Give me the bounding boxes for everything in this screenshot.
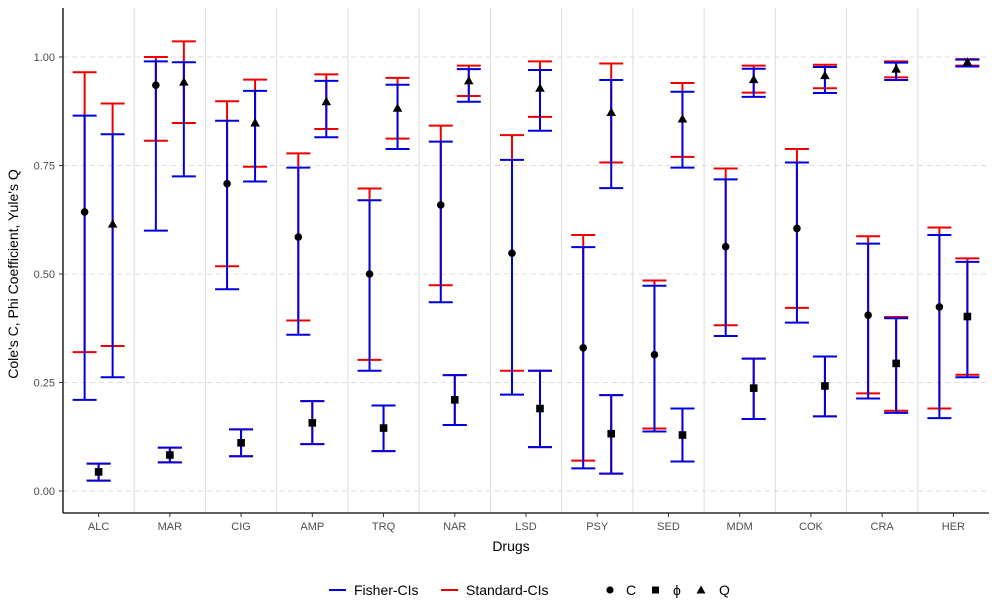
legend-c-marker: [606, 586, 614, 594]
point-Q: [820, 70, 830, 80]
fisher-ci-C: [357, 199, 382, 372]
y-tick-label: 1.00: [34, 52, 55, 64]
point-Q: [392, 103, 403, 112]
fisher-ci-C: [428, 140, 453, 304]
legend: Fisher-CIs Standard-CIs C ϕ Q: [329, 582, 730, 598]
x-tick-label: PSY: [586, 521, 609, 533]
legend-standard-label: Standard-CIs: [466, 582, 548, 598]
point-phi: [963, 312, 972, 321]
point-Q: [250, 117, 260, 127]
point-Q: [179, 77, 189, 86]
legend-fisher-label: Fisher-CIs: [354, 582, 419, 598]
x-tick-label: NAR: [443, 521, 466, 533]
error-bars: [72, 40, 980, 482]
point-Q: [535, 83, 545, 92]
point-Q: [962, 57, 973, 66]
fisher-ci-Q: [528, 69, 552, 132]
x-tick-label: HER: [942, 521, 965, 533]
point-phi: [94, 468, 103, 476]
x-axis-title: Drugs: [492, 538, 529, 554]
point-C: [721, 242, 730, 251]
points: [80, 57, 973, 476]
x-tick-label: AMP: [300, 521, 324, 533]
point-Q: [107, 219, 118, 228]
y-axis-title: Cole's C, Phi Coefficient, Yule's Q: [5, 169, 21, 379]
point-C: [864, 311, 872, 320]
legend-q-marker: [696, 585, 706, 594]
point-Q: [321, 96, 332, 106]
point-C: [935, 303, 944, 311]
fisher-ci-C: [713, 178, 738, 338]
point-C: [650, 350, 659, 359]
point-C: [223, 179, 231, 188]
fisher-ci-Q: [456, 68, 481, 103]
fisher-ci-Q: [243, 89, 268, 183]
point-C: [436, 201, 445, 209]
x-tick-label: ALC: [88, 521, 109, 533]
point-phi: [166, 451, 174, 459]
x-tick-label: COK: [799, 521, 824, 533]
point-phi: [308, 419, 317, 427]
legend-phi-marker: [652, 586, 659, 594]
fisher-ci-C: [215, 119, 240, 291]
point-C: [152, 81, 160, 90]
x-tick-label: SED: [657, 521, 680, 533]
y-tick-label: 0.50: [34, 269, 55, 281]
fisher-ci-C: [500, 158, 524, 396]
fisher-ci-C: [856, 242, 881, 400]
point-Q: [891, 64, 901, 73]
fisher-ci-C: [286, 166, 311, 336]
point-C: [80, 208, 89, 216]
point-Q: [677, 114, 688, 123]
point-phi: [749, 384, 758, 392]
fisher-ci-C: [72, 114, 97, 401]
point-C: [579, 343, 588, 352]
point-C: [294, 233, 303, 241]
y-tick-label: 0.00: [34, 486, 55, 498]
grid: [63, 8, 989, 513]
fisher-ci-C: [642, 284, 667, 433]
x-tick-label: MDM: [727, 521, 753, 533]
point-Q: [606, 107, 617, 117]
x-tick-label: LSD: [515, 521, 536, 533]
x-tick-label: CRA: [871, 521, 895, 533]
legend-q-label: Q: [719, 582, 730, 598]
point-phi: [821, 382, 829, 390]
point-Q: [748, 74, 759, 84]
axes: [62, 8, 989, 514]
point-phi: [678, 431, 687, 439]
fisher-ci-C: [143, 60, 168, 232]
y-ticks: 0.00 0.25 0.50 0.75 1.00: [34, 52, 63, 498]
x-tick-label: MAR: [158, 521, 183, 533]
fisher-ci-C: [571, 246, 596, 470]
x-tick-label: CIG: [231, 521, 251, 533]
point-phi: [892, 359, 900, 368]
y-tick-label: 0.75: [34, 161, 55, 173]
point-phi: [237, 439, 245, 447]
point-phi: [450, 396, 459, 404]
fisher-ci-C: [784, 161, 809, 324]
legend-c-label: C: [626, 582, 636, 598]
point-C: [365, 270, 374, 278]
point-C: [793, 224, 801, 233]
fisher-ci-C: [927, 233, 952, 420]
point-phi: [536, 404, 544, 413]
fisher-ci-Q: [599, 79, 624, 190]
point-Q: [463, 75, 474, 85]
fisher-ci-Q: [314, 79, 339, 139]
fisher-ci-Q: [100, 133, 125, 379]
point-phi: [607, 429, 616, 438]
fisher-ci-Q: [385, 83, 410, 151]
fisher-ci-Q: [670, 90, 695, 169]
x-ticks: ALC MAR CIG AMP TRQ NAR LSD PSY SED MDM COK CRA HER: [88, 513, 965, 533]
y-tick-label: 0.25: [34, 378, 55, 390]
legend-phi-label: ϕ: [673, 582, 681, 598]
point-C: [508, 249, 516, 257]
x-tick-label: TRQ: [372, 521, 396, 533]
point-phi: [379, 424, 388, 432]
